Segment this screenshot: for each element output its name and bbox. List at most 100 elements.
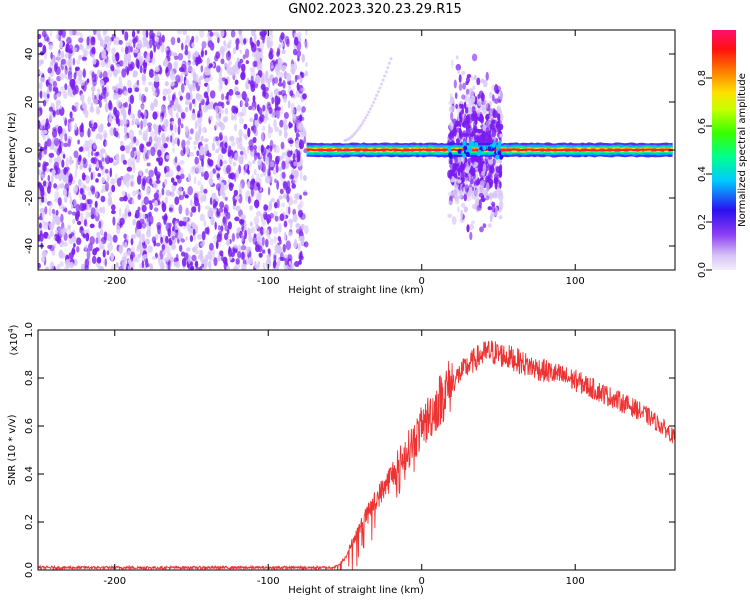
spectrogram-noise-cell (157, 149, 162, 158)
spectrogram-noise-cell (277, 236, 281, 242)
spectrogram-noise-cell (163, 257, 169, 262)
spectrogram-noise-cell (171, 231, 176, 237)
colorbar-tick-label: 0.0 (697, 262, 708, 278)
spectrogram-noise-cell (255, 173, 260, 183)
spectrogram-noise-cell (76, 246, 80, 253)
spectrogram-noise-cell (100, 189, 104, 194)
spectrogram-noise-cell (185, 236, 188, 241)
spectrogram-burst-core (457, 148, 462, 154)
spectrogram-noise-cell (170, 191, 175, 198)
spectrogram-noise-cell (248, 196, 251, 204)
spectrogram-carrier-peak (540, 148, 545, 152)
spectrogram-arc-point (375, 93, 379, 97)
spectrogram-noise-cell (97, 33, 101, 41)
spectrogram-noise-cell (204, 77, 210, 83)
spectrogram-noise-cell (98, 153, 104, 158)
spectrogram-noise-cell (188, 229, 193, 235)
spectrogram-noise-cell (185, 145, 190, 155)
spectrogram-carrier-peak (660, 148, 664, 152)
spectrogram-noise-cell (195, 59, 200, 66)
spectrogram-noise-cell (162, 250, 166, 256)
spectrogram-noise-cell (302, 175, 307, 181)
spectrogram-noise-cell (171, 177, 175, 183)
spectrogram-noise-cell (264, 87, 269, 92)
spectrogram-noise-cell (192, 98, 196, 105)
spectrogram-noise-cell (91, 53, 95, 59)
spectrogram-noise-cell (181, 139, 186, 150)
spectrogram-noise-cell (287, 218, 294, 224)
spectrogram-noise-cell (148, 136, 153, 145)
spectrogram-noise-cell (287, 100, 291, 109)
spectrogram-burst-cell (458, 74, 462, 83)
spectrogram-noise-cell (97, 69, 101, 76)
spectrogram-noise-cell (90, 102, 94, 112)
spectrogram-noise-cell (121, 190, 126, 196)
spectrogram-noise-cell (191, 206, 197, 213)
spectrogram-noise-cell (143, 110, 147, 119)
spectrogram-burst-cell (478, 192, 484, 198)
spectrogram-carrier-peak (591, 148, 596, 152)
spectrogram-noise-cell (305, 30, 308, 36)
spectrogram-noise-cell (62, 90, 68, 99)
spectrogram-noise-cell (226, 44, 232, 49)
spectrogram-noise-cell (95, 151, 100, 156)
spectrogram-noise-cell (295, 133, 300, 138)
spectrogram-noise-cell (85, 232, 90, 242)
spectrogram-noise-cell (253, 33, 257, 42)
spectrogram-noise-cell (76, 237, 82, 245)
spectrogram-noise-cell (234, 123, 238, 132)
spectrogram-burst-cell (480, 78, 485, 84)
spectrogram-noise-cell (260, 35, 266, 40)
spectrogram-noise-cell (275, 109, 282, 119)
spectrogram-noise-cell (295, 228, 302, 234)
spectrogram-noise-cell (153, 98, 158, 108)
spectrogram-noise-cell (214, 105, 219, 113)
spectrogram-burst-cell (479, 226, 484, 233)
spectrogram-burst-cell (455, 55, 459, 60)
spectrogram-noise-cell (287, 263, 294, 270)
spectrogram-noise-cell (75, 31, 81, 36)
spectrogram-noise-cell (296, 115, 301, 121)
spectrogram-noise-cell (239, 49, 242, 54)
spectrogram-noise-cell (83, 219, 87, 227)
spectrogram-noise-cell (174, 123, 177, 134)
spectrogram-noise-cell (296, 82, 300, 91)
spectrogram-noise-cell (258, 107, 263, 115)
spectrogram-noise-cell (208, 76, 213, 82)
spectrogram-noise-cell (157, 136, 162, 143)
spectrogram-noise-cell (267, 30, 273, 35)
spectrogram-noise-cell (276, 47, 281, 56)
colorbar-gradient (712, 30, 736, 270)
spectrogram-noise-cell (104, 38, 109, 43)
spectrogram-noise-cell (192, 71, 197, 82)
spectrogram-noise-cell (268, 175, 274, 184)
spectrogram-noise-cell (258, 116, 263, 125)
spectrogram-noise-cell (181, 63, 187, 73)
spectrogram-noise-cell (218, 224, 221, 231)
spectrogram-noise-cell (199, 75, 204, 80)
spectrogram-arc-point (356, 128, 360, 132)
spectrogram-noise-cell (109, 167, 113, 178)
spectrogram-noise-cell (288, 139, 294, 144)
spectrogram-noise-cell (137, 253, 142, 258)
spectrogram-noise-cell (104, 258, 108, 267)
spectrogram-noise-cell (192, 246, 197, 252)
spectrogram-burst-cell (474, 194, 479, 205)
spectrogram-noise-cell (209, 115, 213, 121)
spectrogram-noise-cell (59, 39, 63, 49)
spectrogram-noise-cell (280, 89, 287, 97)
spectrogram-noise-cell (157, 224, 161, 235)
spectrogram-noise-cell (188, 210, 192, 217)
spectrogram-noise-cell (216, 173, 220, 178)
spectrogram-noise-cell (74, 84, 79, 95)
spectrogram-noise-cell (102, 249, 106, 258)
spectrogram-noise-cell (83, 229, 88, 235)
spectrogram-noise-cell (237, 111, 243, 118)
spectrogram-noise-cell (107, 200, 113, 207)
spectrogram-noise-cell (270, 65, 275, 70)
spectrogram-noise-cell (110, 252, 114, 261)
spectrogram-arc-point (359, 124, 363, 127)
spectrogram-noise-cell (290, 67, 295, 74)
spectrogram-noise-cell (112, 54, 116, 64)
spectrogram-noise-cell (86, 36, 90, 46)
